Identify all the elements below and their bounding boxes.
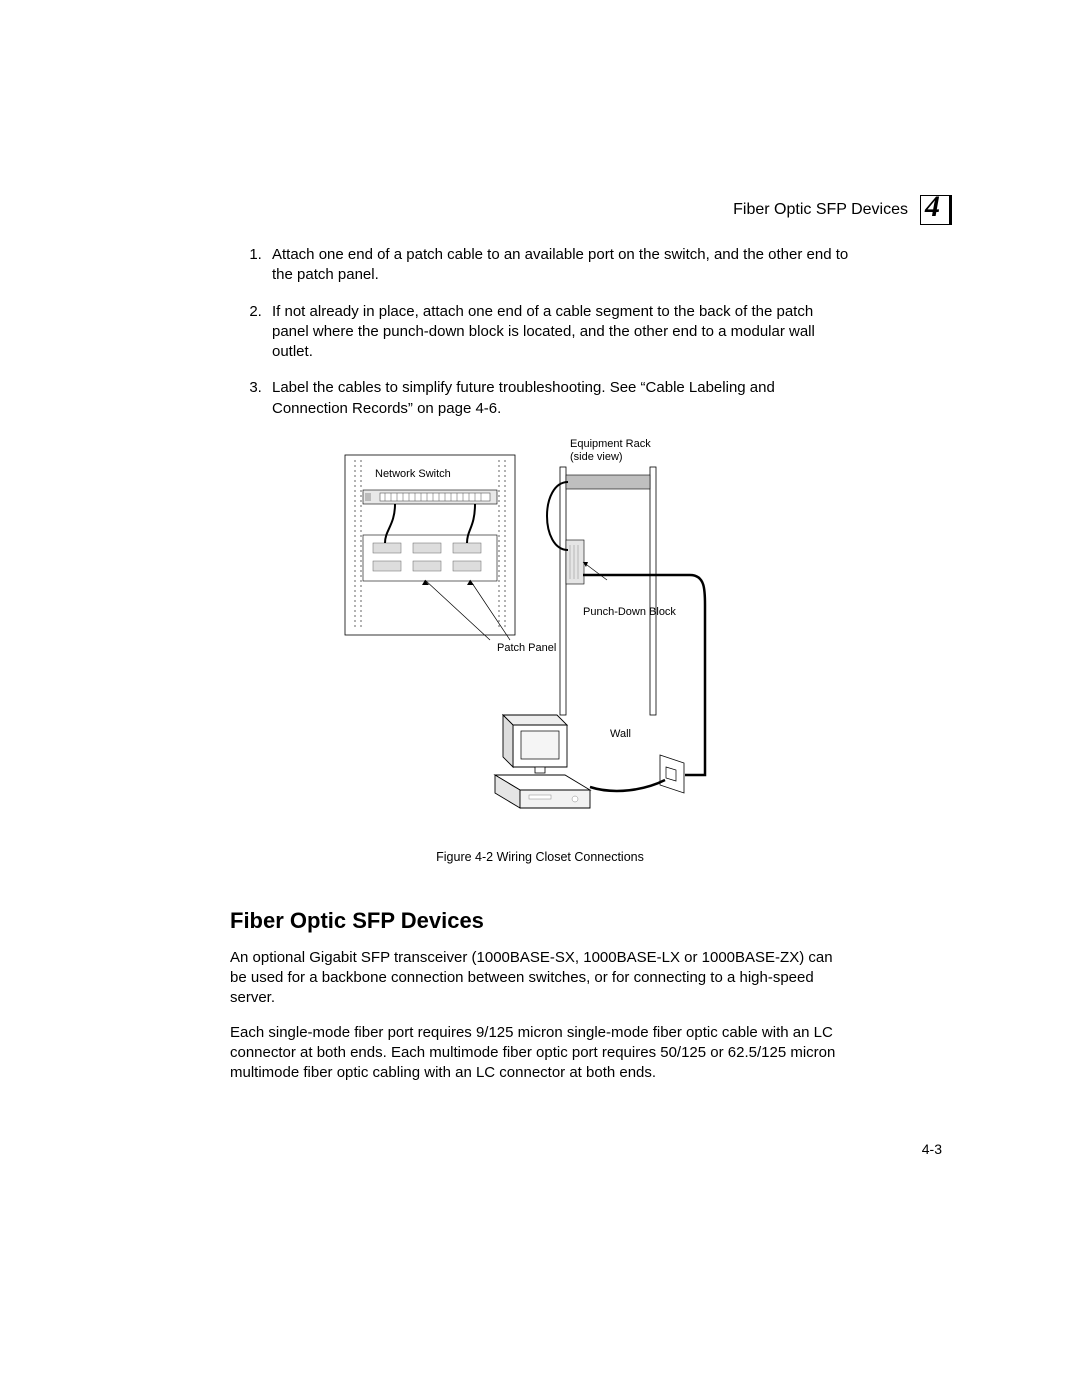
label-eqrack-1: Equipment Rack bbox=[570, 438, 651, 450]
label-punch-down: Punch-Down Block bbox=[583, 606, 676, 618]
page-number: 4-3 bbox=[922, 1141, 942, 1157]
step-list: Attach one end of a patch cable to an av… bbox=[230, 245, 850, 419]
section-heading: Fiber Optic SFP Devices bbox=[230, 908, 850, 934]
chapter-badge: 4 bbox=[920, 195, 950, 225]
section-paragraph: An optional Gigabit SFP transceiver (100… bbox=[230, 948, 850, 1009]
page-header: Fiber Optic SFP Devices 4 bbox=[733, 195, 950, 225]
wiring-diagram: Network Switch bbox=[325, 435, 755, 835]
section-paragraph: Each single-mode fiber port requires 9/1… bbox=[230, 1023, 850, 1084]
computer-icon bbox=[495, 715, 590, 808]
label-wall: Wall bbox=[610, 728, 631, 740]
step-item: If not already in place, attach one end … bbox=[266, 302, 850, 363]
header-title: Fiber Optic SFP Devices bbox=[733, 201, 908, 219]
step-item: Attach one end of a patch cable to an av… bbox=[266, 245, 850, 286]
figure: Network Switch bbox=[230, 435, 850, 864]
figure-caption: Figure 4-2 Wiring Closet Connections bbox=[230, 850, 850, 864]
label-eqrack-2: (side view) bbox=[570, 451, 623, 463]
chapter-number: 4 bbox=[925, 190, 940, 224]
label-patch-panel: Patch Panel bbox=[497, 642, 556, 654]
label-network-switch: Network Switch bbox=[375, 468, 451, 480]
step-item: Label the cables to simplify future trou… bbox=[266, 378, 850, 419]
